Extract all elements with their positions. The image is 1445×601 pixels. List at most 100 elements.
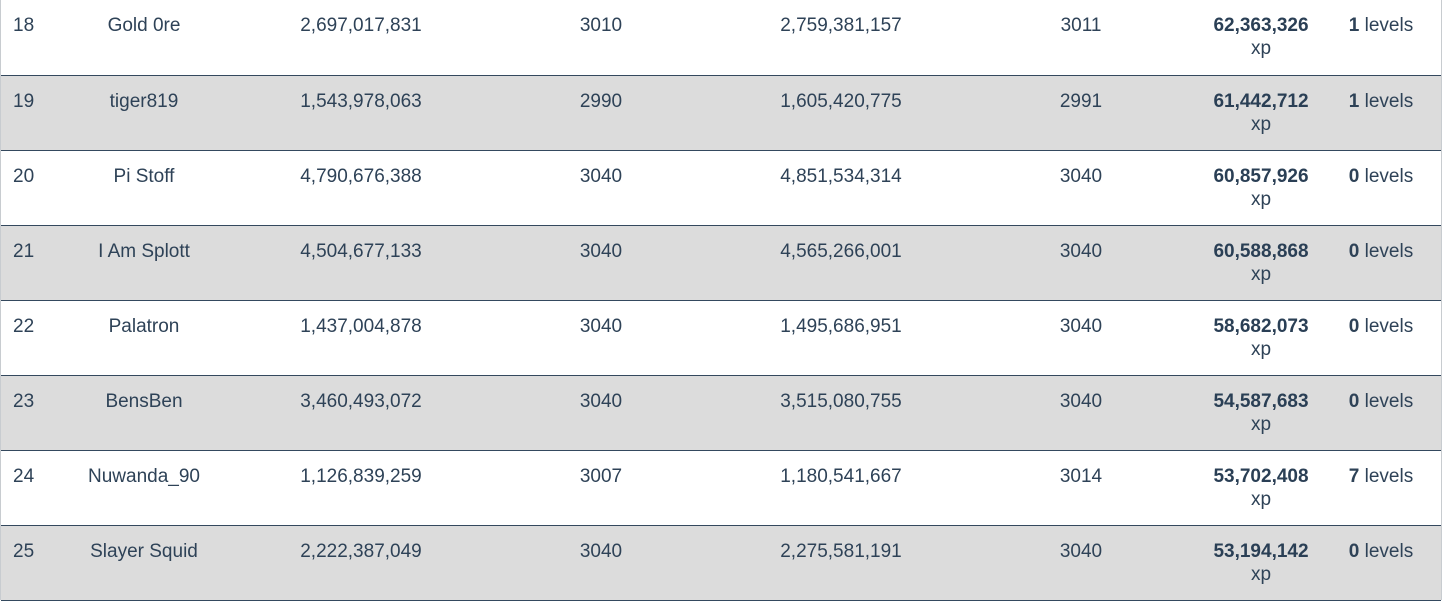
xp-unit-label: xp (1250, 413, 1272, 435)
player-name-link[interactable]: Slayer Squid (90, 540, 198, 562)
levels-gained-value: 0 (1348, 240, 1360, 262)
end-xp-cell: 3,515,080,755 (780, 390, 902, 412)
gained-xp-value: 54,587,683 (1213, 390, 1309, 412)
levels-gained-cell: 0 levels (1321, 300, 1441, 375)
levels-gained-value: 0 (1348, 165, 1360, 187)
start-xp-cell: 1,126,839,259 (300, 465, 422, 487)
table-row[interactable]: 22 Palatron 1,437,004,878 3040 1,495,686… (1, 300, 1441, 375)
start-level-cell: 3010 (579, 15, 623, 36)
levels-unit-label: levels (1364, 90, 1414, 112)
levels-unit-label: levels (1364, 390, 1414, 412)
player-name-link[interactable]: Nuwanda_90 (88, 465, 200, 487)
levels-gained-cell: 0 levels (1321, 525, 1441, 600)
levels-gained-value: 1 (1348, 15, 1360, 36)
gained-xp-value: 61,442,712 (1213, 90, 1309, 112)
levels-unit-label: levels (1364, 240, 1414, 262)
rank-cell: 20 (13, 165, 35, 187)
end-xp-cell: 2,759,381,157 (780, 15, 902, 36)
table-row[interactable]: 21 I Am Splott 4,504,677,133 3040 4,565,… (1, 225, 1441, 300)
gained-xp-value: 60,857,926 (1213, 165, 1309, 187)
player-name-link[interactable]: tiger819 (109, 90, 179, 112)
levels-gained-value: 0 (1348, 540, 1360, 562)
end-level-cell: 3040 (1059, 240, 1103, 262)
start-xp-cell: 1,437,004,878 (300, 315, 422, 337)
start-level-cell: 3040 (579, 240, 623, 262)
player-name-link[interactable]: Gold 0re (107, 15, 181, 36)
table-row[interactable]: 19 tiger819 1,543,978,063 2990 1,605,420… (1, 75, 1441, 150)
end-level-cell: 3040 (1059, 390, 1103, 412)
rank-cell: 25 (13, 540, 35, 562)
end-xp-cell: 2,275,581,191 (780, 540, 902, 562)
rank-cell: 24 (13, 465, 35, 487)
levels-gained-value: 7 (1348, 465, 1360, 487)
table-row[interactable]: 24 Nuwanda_90 1,126,839,259 3007 1,180,5… (1, 450, 1441, 525)
player-name-link[interactable]: Pi Stoff (113, 165, 175, 187)
start-xp-cell: 2,697,017,831 (300, 15, 422, 36)
table-row[interactable]: 18 Gold 0re 2,697,017,831 3010 2,759,381… (1, 0, 1441, 75)
levels-unit-label: levels (1364, 315, 1414, 337)
levels-unit-label: levels (1364, 465, 1414, 487)
rank-cell: 22 (13, 315, 35, 337)
end-xp-cell: 1,495,686,951 (780, 315, 902, 337)
levels-gained-cell: 7 levels (1321, 450, 1441, 525)
gained-xp-value: 53,702,408 (1213, 465, 1309, 487)
end-level-cell: 3040 (1059, 165, 1103, 187)
rank-cell: 21 (13, 240, 35, 262)
xp-unit-label: xp (1250, 563, 1272, 585)
start-level-cell: 3040 (579, 315, 623, 337)
levels-gained-cell: 0 levels (1321, 150, 1441, 225)
levels-unit-label: levels (1364, 540, 1414, 562)
gained-xp-cell: 62,363,326 xp (1201, 0, 1321, 75)
levels-unit-label: levels (1364, 15, 1414, 36)
start-level-cell: 3007 (579, 465, 623, 487)
table-row[interactable]: 20 Pi Stoff 4,790,676,388 3040 4,851,534… (1, 150, 1441, 225)
end-xp-cell: 4,565,266,001 (780, 240, 902, 262)
rank-cell: 23 (13, 390, 35, 412)
start-xp-cell: 2,222,387,049 (300, 540, 422, 562)
table-row[interactable]: 23 BensBen 3,460,493,072 3040 3,515,080,… (1, 375, 1441, 450)
start-level-cell: 3040 (579, 390, 623, 412)
end-xp-cell: 1,180,541,667 (780, 465, 902, 487)
start-xp-cell: 1,543,978,063 (300, 90, 422, 112)
xp-unit-label: xp (1250, 188, 1272, 210)
start-xp-cell: 4,504,677,133 (300, 240, 422, 262)
gained-xp-cell: 61,442,712 xp (1201, 75, 1321, 150)
levels-gained-cell: 0 levels (1321, 225, 1441, 300)
levels-gained-cell: 0 levels (1321, 375, 1441, 450)
table-row[interactable]: 25 Slayer Squid 2,222,387,049 3040 2,275… (1, 525, 1441, 600)
xp-unit-label: xp (1250, 38, 1272, 59)
levels-gained-cell: 1 levels (1321, 0, 1441, 75)
end-xp-cell: 1,605,420,775 (780, 90, 902, 112)
end-level-cell: 2991 (1059, 90, 1103, 112)
player-name-link[interactable]: Palatron (108, 315, 180, 337)
start-xp-cell: 4,790,676,388 (300, 165, 422, 187)
player-name-link[interactable]: BensBen (105, 390, 183, 412)
levels-gained-value: 0 (1348, 315, 1360, 337)
rank-cell: 18 (13, 15, 35, 36)
start-level-cell: 2990 (579, 90, 623, 112)
end-xp-cell: 4,851,534,314 (780, 165, 902, 187)
player-name-link[interactable]: I Am Splott (98, 240, 190, 262)
end-level-cell: 3011 (1060, 15, 1102, 36)
start-xp-cell: 3,460,493,072 (300, 390, 422, 412)
end-level-cell: 3040 (1059, 540, 1103, 562)
end-level-cell: 3040 (1059, 315, 1103, 337)
gained-xp-value: 53,194,142 (1213, 540, 1309, 562)
end-level-cell: 3014 (1059, 465, 1103, 487)
start-level-cell: 3040 (579, 165, 623, 187)
xp-unit-label: xp (1250, 338, 1272, 360)
xp-unit-label: xp (1250, 113, 1272, 135)
rank-cell: 19 (13, 90, 35, 112)
xp-unit-label: xp (1250, 488, 1272, 510)
gained-xp-cell: 53,194,142 xp (1201, 525, 1321, 600)
gained-xp-cell: 60,857,926 xp (1201, 150, 1321, 225)
levels-gained-cell: 1 levels (1321, 75, 1441, 150)
gained-xp-cell: 53,702,408 xp (1201, 450, 1321, 525)
xp-unit-label: xp (1250, 263, 1272, 285)
start-level-cell: 3040 (579, 540, 623, 562)
gained-xp-value: 58,682,073 (1213, 315, 1309, 337)
levels-gained-value: 1 (1348, 90, 1360, 112)
levels-gained-value: 0 (1348, 390, 1360, 412)
